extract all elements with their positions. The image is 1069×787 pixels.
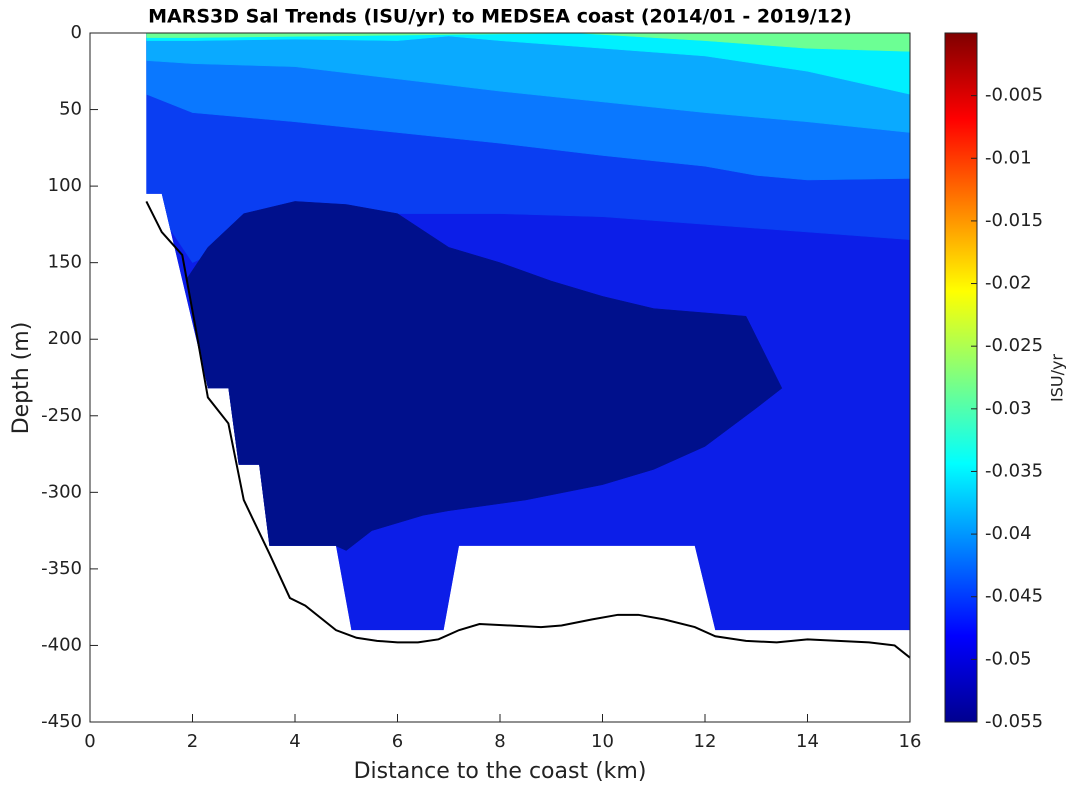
colorbar-tick-label: -0.025 (985, 335, 1043, 356)
contour-region (187, 201, 783, 551)
x-tick-label: 12 (694, 731, 717, 752)
x-tick-label: 6 (392, 731, 403, 752)
colorbar-label: ISU/yr (1048, 354, 1067, 402)
colorbar-tick-label: -0.015 (985, 210, 1043, 231)
y-tick-label: -450 (41, 711, 82, 732)
y-axis-label: Depth (m) (9, 322, 34, 435)
x-tick-label: 8 (494, 731, 505, 752)
y-tick-label: 200 (48, 328, 82, 349)
x-tick-label: 0 (84, 731, 95, 752)
x-tick-label: 10 (591, 731, 614, 752)
plot-area: 0 2 4 6 8 10 12 14 16 0 50 100 150 200 -250 -300 -350 -40… (41, 22, 1043, 752)
colorbar (944, 32, 978, 723)
colorbar-tick-label: -0.01 (985, 147, 1032, 168)
bathymetry-line (145, 200, 911, 659)
colorbar-tick-label: -0.055 (985, 711, 1043, 732)
x-tick-label: 16 (899, 731, 922, 752)
contour-region (146, 33, 910, 52)
y-tick-label: 150 (48, 252, 82, 273)
y-tick-label: -400 (41, 634, 82, 655)
x-tick-label: 14 (796, 731, 819, 752)
colorbar-tick-label: -0.045 (985, 586, 1043, 607)
y-tick-label: 50 (59, 99, 82, 120)
colorbar-tick-label: -0.05 (985, 648, 1032, 669)
contour-layer (146, 33, 910, 631)
colorbar-tick-label: -0.02 (985, 273, 1032, 294)
x-tick-label: 2 (187, 731, 198, 752)
x-axis-label: Distance to the coast (km) (354, 759, 647, 784)
y-tick-label: 0 (71, 22, 82, 43)
colorbar-tick-label: -0.005 (985, 85, 1043, 106)
colorbar-tick-label: -0.03 (985, 398, 1032, 419)
chart-title: MARS3D Sal Trends (ISU/yr) to MEDSEA coa… (148, 6, 852, 28)
y-tick-label: 100 (48, 175, 82, 196)
colorbar-tick-label: -0.04 (985, 523, 1032, 544)
y-tick-label: -350 (41, 558, 82, 579)
y-tick-label: -250 (41, 405, 82, 426)
contour-region (146, 33, 910, 95)
colorbar-tick-label: -0.035 (985, 460, 1043, 481)
y-tick-label: -300 (41, 481, 82, 502)
x-tick-label: 4 (289, 731, 300, 752)
